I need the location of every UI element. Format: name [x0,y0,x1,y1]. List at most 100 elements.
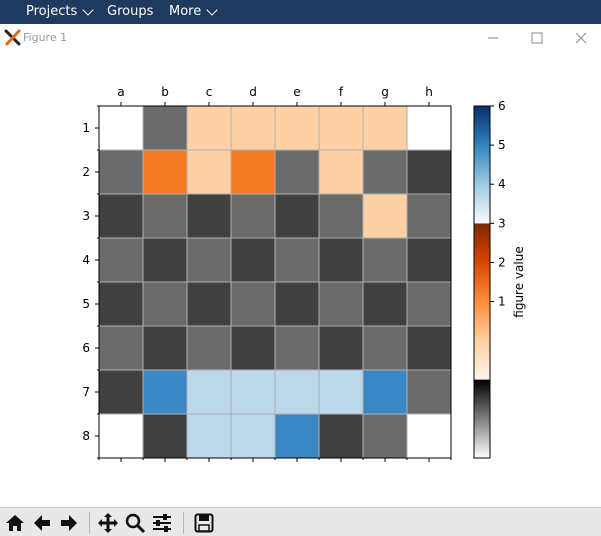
row-label: 8 [82,429,90,443]
heatmap-cell [142,369,188,415]
heatmap-cell [406,149,452,195]
heatmap-axes: a b c d e f g h 1 2 3 4 5 6 7 8 [82,85,452,462]
heatmap-cell [362,413,408,459]
zoom-icon[interactable] [124,512,146,534]
colorbar-tick-label: 3 [498,216,506,230]
menu-groups[interactable]: Groups [107,4,153,19]
heatmap-cell [406,237,452,283]
row-label: 5 [82,297,90,311]
row-label: 7 [82,385,90,399]
heatmap-cell [230,193,276,239]
heatmap-cell [406,413,452,459]
row-label: 6 [82,341,90,355]
column-label: d [249,85,257,99]
heatmap-cell [186,413,232,459]
heatmap-chart: a b c d e f g h 1 2 3 4 5 6 7 8 1 2 3 4 5 6 figure value [82,85,526,462]
column-label: a [117,85,124,99]
colorbar-tick-label: 6 [498,99,506,113]
figure-canvas[interactable]: a b c d e f g h 1 2 3 4 5 6 7 8 1 2 3 4 5 6 figure value [0,52,601,507]
heatmap-cell [98,193,144,239]
heatmap-cell [274,325,320,371]
heatmap-cell [230,413,276,459]
heatmap-cell [362,105,408,151]
heatmap-cell [318,281,364,327]
toolbar-separator [183,512,184,534]
column-label: g [381,85,389,99]
heatmap-cell [318,237,364,283]
heatmap-cell [142,149,188,195]
home-icon[interactable] [4,512,26,534]
heatmap-cell [318,193,364,239]
window-title-bar: Figure 1 [0,24,601,52]
menu-more-label: More [169,4,202,19]
heatmap-cell [98,105,144,151]
heatmap-cell [98,149,144,195]
column-label: h [425,85,433,99]
column-label: c [206,85,213,99]
heatmap-cell [142,105,188,151]
heatmap-cell [186,281,232,327]
heatmap-cell [362,149,408,195]
heatmap-cell [142,237,188,283]
heatmap-cell [318,105,364,151]
heatmap-cell [274,369,320,415]
heatmap-cell [318,149,364,195]
heatmap-cell [142,413,188,459]
heatmap-cell [230,325,276,371]
save-icon[interactable] [193,512,215,534]
heatmap-cell [230,237,276,283]
heatmap-cell [406,281,452,327]
colorbar-tick-label: 2 [498,255,506,269]
heatmap-cell [186,193,232,239]
heatmap-cell [98,237,144,283]
heatmap-cell [362,281,408,327]
menu-more[interactable]: More [169,3,218,19]
maximize-icon[interactable] [527,28,547,48]
heatmap-cell [274,149,320,195]
heatmap-cell [274,193,320,239]
heatmap-cell [274,237,320,283]
heatmap-cell [362,193,408,239]
heatmap-cell [98,413,144,459]
heatmap-cell [318,369,364,415]
heatmap-cell [406,325,452,371]
matplotlib-x-icon [4,29,21,46]
forward-icon[interactable] [58,512,80,534]
colorbar-gradient [473,105,491,459]
column-label: b [161,85,169,99]
heatmap-cell [186,369,232,415]
heatmap-cell [406,369,452,415]
heatmap-cell [274,105,320,151]
heatmap-cell [186,105,232,151]
heatmap-cell [98,325,144,371]
back-icon[interactable] [31,512,53,534]
heatmap-cell [362,325,408,371]
heatmap-cell [230,149,276,195]
heatmap-cell [362,237,408,283]
menu-projects[interactable]: Projects [26,3,94,19]
heatmap-cell [186,325,232,371]
heatmap-cell [318,325,364,371]
column-label: f [339,85,344,99]
heatmap-cell [274,281,320,327]
heatmap-cell [186,237,232,283]
heatmap-cell [186,149,232,195]
heatmap-cell [230,281,276,327]
chevron-down-icon [82,3,94,16]
minimize-icon[interactable] [483,28,503,48]
heatmap-cell [274,413,320,459]
row-label: 3 [82,209,90,223]
pan-icon[interactable] [97,512,119,534]
figure-toolbar [0,507,601,536]
heatmap-cell [318,413,364,459]
row-label: 4 [82,253,90,267]
colorbar-tick-label: 5 [498,138,506,152]
colorbar-label: figure value [512,246,526,317]
row-label: 2 [82,165,90,179]
configure-subplots-icon[interactable] [151,512,173,534]
toolbar-separator [89,512,90,534]
heatmap-cell [362,369,408,415]
close-icon[interactable] [571,28,591,48]
menu-groups-label: Groups [107,4,154,19]
colorbar: 1 2 3 4 5 6 figure value [473,99,526,459]
